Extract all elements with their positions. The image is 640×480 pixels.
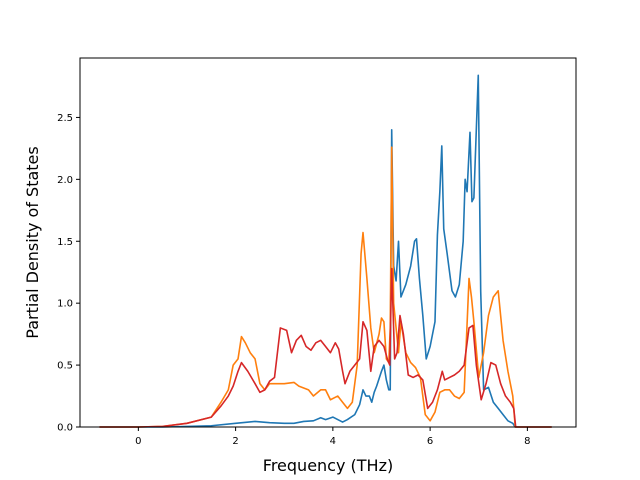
x-tick-label: 4 (330, 436, 336, 447)
y-tick-label: 0.5 (57, 361, 73, 372)
series-line-1 (99, 74, 552, 428)
series-line-2 (99, 146, 552, 428)
x-tick-label: 0 (135, 436, 141, 447)
y-tick-label: 0.0 (57, 423, 73, 434)
y-tick-label: 2.5 (57, 113, 73, 124)
y-tick-label: 1.5 (57, 237, 73, 248)
plot-frame (79, 57, 577, 428)
x-tick-label: 8 (524, 436, 530, 447)
x-axis-ticks: 0 2 4 6 8 (135, 427, 531, 447)
x-tick-label: 6 (427, 436, 433, 447)
series-line-3 (99, 267, 552, 428)
y-axis-ticks: 0.0 0.5 1.0 1.5 2.0 2.5 (57, 113, 80, 434)
x-tick-label: 2 (232, 436, 238, 447)
y-tick-label: 1.0 (57, 299, 73, 310)
y-axis-label: Partial Density of States (23, 146, 42, 338)
plot-lines (99, 74, 552, 428)
x-axis-label: Frequency (THz) (263, 456, 393, 475)
y-tick-label: 2.0 (57, 175, 73, 186)
